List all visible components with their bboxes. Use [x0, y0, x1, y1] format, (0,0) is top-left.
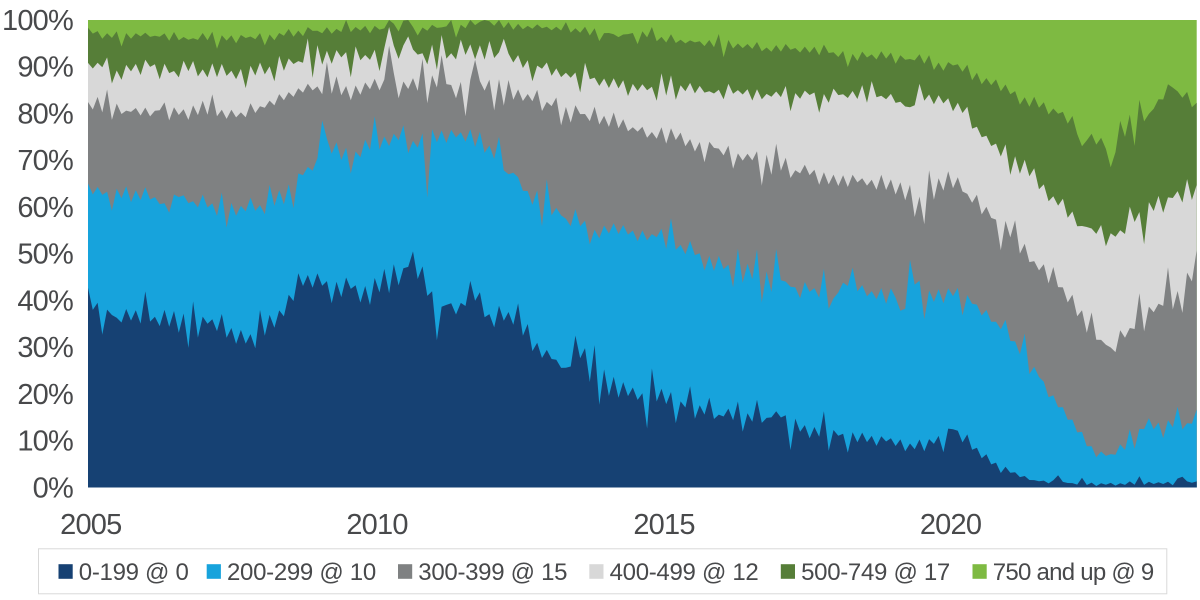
svg-text:2010: 2010	[346, 509, 407, 541]
svg-text:300-399 @ 15: 300-399 @ 15	[418, 559, 567, 586]
svg-text:70%: 70%	[17, 145, 73, 177]
svg-text:10%: 10%	[17, 426, 73, 458]
svg-text:2015: 2015	[633, 509, 694, 541]
svg-text:0%: 0%	[33, 472, 73, 504]
svg-text:2020: 2020	[920, 509, 981, 541]
svg-text:0-199 @ 0: 0-199 @ 0	[79, 559, 189, 586]
svg-text:20%: 20%	[17, 379, 73, 411]
svg-text:400-499 @ 12: 400-499 @ 12	[610, 559, 759, 586]
svg-text:500-749 @ 17: 500-749 @ 17	[801, 559, 950, 586]
svg-text:60%: 60%	[17, 192, 73, 224]
svg-text:50%: 50%	[17, 239, 73, 271]
svg-text:2005: 2005	[60, 509, 121, 541]
svg-text:750 and up @ 9: 750 and up @ 9	[993, 559, 1154, 586]
svg-text:90%: 90%	[17, 52, 73, 84]
svg-text:200-299 @ 10: 200-299 @ 10	[227, 559, 376, 586]
svg-text:40%: 40%	[17, 285, 73, 317]
svg-text:30%: 30%	[17, 332, 73, 364]
svg-text:100%: 100%	[2, 5, 73, 37]
svg-text:80%: 80%	[17, 98, 73, 130]
